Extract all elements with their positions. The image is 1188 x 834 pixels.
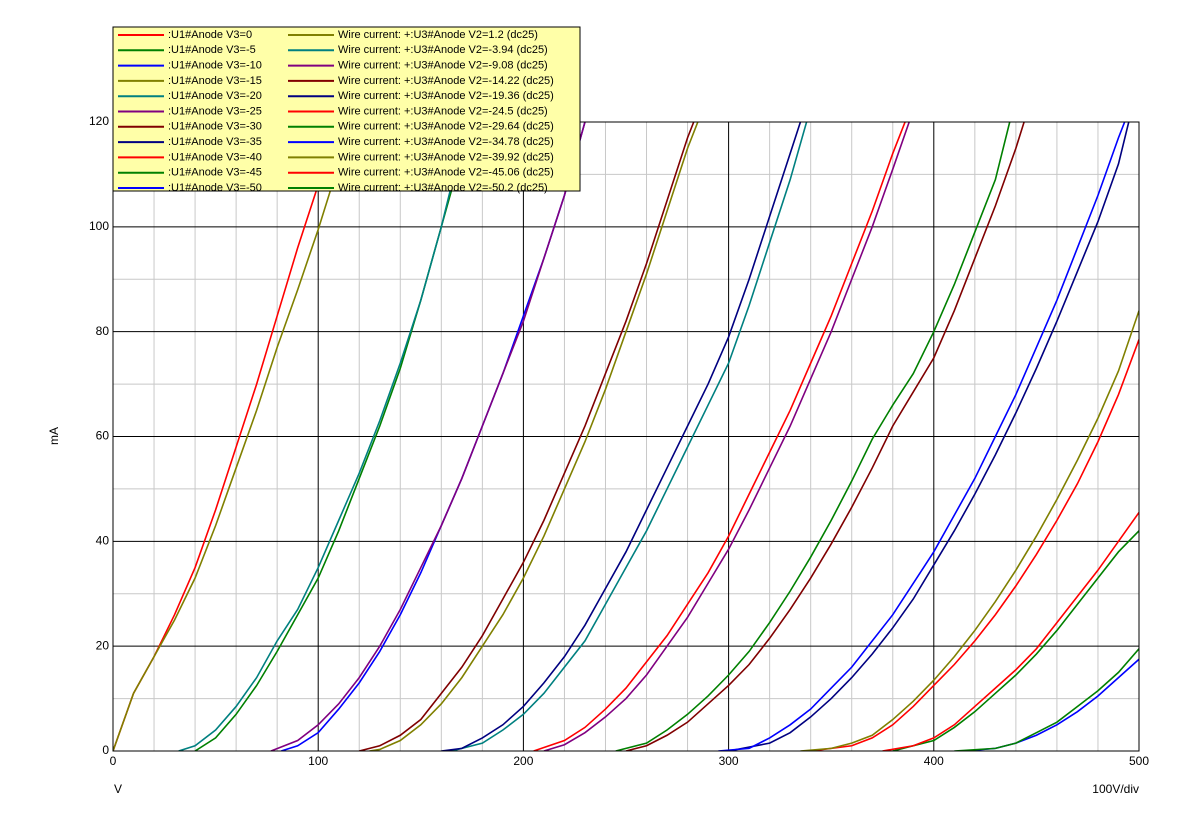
legend-label: :U1#Anode V3=-15	[168, 75, 262, 87]
legend-label: Wire current: +:U3#Anode V2=1.2 (dc25)	[338, 29, 538, 41]
y-tick-label: 80	[96, 324, 110, 338]
legend-label: :U1#Anode V3=-30	[168, 121, 262, 133]
series-line	[625, 122, 1025, 751]
scale-note: 100V/div	[1092, 782, 1139, 796]
x-tick-label: 100	[308, 754, 328, 768]
x-tick-label: 400	[924, 754, 944, 768]
series-line	[954, 648, 1139, 751]
legend-label: Wire current: +:U3#Anode V2=-9.08 (dc25)	[338, 60, 548, 72]
x-axis-label: V	[114, 782, 122, 796]
y-tick-label: 120	[89, 114, 109, 128]
axes: 0 100 200 300 400 500 0 20 40 60 80 100 120	[89, 114, 1149, 768]
legend-label: :U1#Anode V3=-45	[168, 167, 262, 179]
legend-label: Wire current: +:U3#Anode V2=-24.5 (dc25)	[338, 105, 548, 117]
legend: :U1#Anode V3=0 :U1#Anode V3=-5 :U1#Anode V…	[112, 26, 581, 194]
x-tick-label: 200	[513, 754, 533, 768]
series-line	[615, 122, 1011, 751]
y-tick-label: 20	[96, 638, 110, 652]
series-line	[369, 122, 699, 751]
y-tick-label: 100	[89, 219, 109, 233]
plot-frame	[112, 121, 1140, 752]
legend-label: Wire current: +:U3#Anode V2=-14.22 (dc25…	[338, 75, 554, 87]
series-line	[178, 122, 467, 751]
series-line	[441, 122, 802, 751]
legend-label: :U1#Anode V3=-35	[168, 136, 262, 148]
legend-label: Wire current: +:U3#Anode V2=-39.92 (dc25…	[338, 151, 554, 163]
series-line	[281, 122, 586, 751]
legend-label: Wire current: +:U3#Anode V2=-3.94 (dc25)	[338, 44, 548, 56]
legend-box	[112, 26, 581, 192]
legend-label: :U1#Anode V3=-50	[168, 182, 262, 194]
series-line	[533, 122, 906, 751]
legend-label: Wire current: +:U3#Anode V2=-45.06 (dc25…	[338, 167, 554, 179]
series-line	[718, 122, 1126, 751]
series-line	[800, 310, 1139, 751]
x-tick-label: 0	[110, 754, 117, 768]
series-line	[543, 122, 910, 751]
grid	[112, 121, 1140, 752]
series-line	[270, 122, 586, 751]
series-line	[964, 658, 1139, 751]
legend-label: :U1#Anode V3=-20	[168, 90, 262, 102]
x-tick-label: 300	[719, 754, 739, 768]
legend-label: :U1#Anode V3=-5	[168, 44, 256, 56]
series-line	[882, 512, 1139, 751]
series-line	[359, 122, 695, 751]
plot-lines	[113, 122, 1139, 751]
legend-label: Wire current: +:U3#Anode V2=-29.64 (dc25…	[338, 121, 554, 133]
legend-label: :U1#Anode V3=0	[168, 29, 252, 41]
y-tick-label: 0	[102, 743, 109, 757]
series-line	[451, 122, 808, 751]
series-line	[728, 122, 1130, 751]
legend-label: :U1#Anode V3=-40	[168, 151, 262, 163]
y-tick-label: 40	[96, 534, 110, 548]
series-line	[810, 339, 1139, 751]
y-axis-label: mA	[47, 427, 61, 445]
x-tick-label: 500	[1129, 754, 1149, 768]
series-line	[892, 530, 1139, 751]
series-line	[113, 122, 350, 751]
legend-label: Wire current: +:U3#Anode V2=-50.2 (dc25)	[338, 182, 548, 194]
y-tick-label: 60	[96, 429, 110, 443]
legend-label: Wire current: +:U3#Anode V2=-19.36 (dc25…	[338, 90, 554, 102]
legend-label: :U1#Anode V3=-10	[168, 60, 262, 72]
legend-label: :U1#Anode V3=-25	[168, 105, 262, 117]
legend-label: Wire current: +:U3#Anode V2=-34.78 (dc25…	[338, 136, 554, 148]
